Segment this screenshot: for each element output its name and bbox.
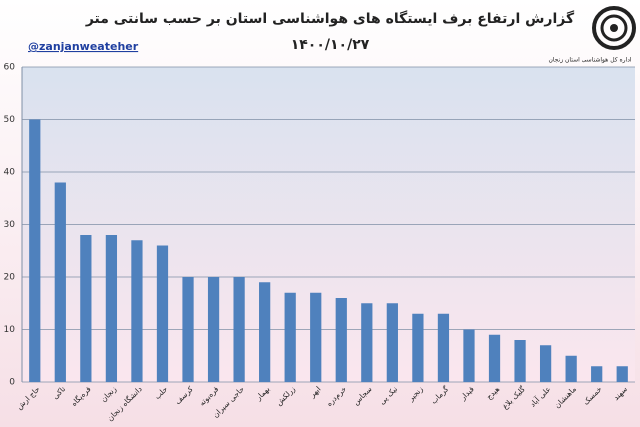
bar	[156, 245, 169, 382]
y-tick-label: 20	[4, 273, 16, 283]
handle: @zanjanweateher	[28, 40, 139, 53]
bar	[29, 119, 41, 382]
y-tick-label: 10	[4, 325, 16, 335]
bar	[310, 292, 322, 382]
bar	[488, 334, 501, 382]
bar	[207, 277, 220, 382]
chart-title: گزارش ارتفاع برف ایستگاه های هواشناسی اس…	[85, 10, 575, 27]
bar	[182, 277, 194, 382]
y-tick-label: 30	[4, 220, 16, 230]
bar	[259, 282, 271, 382]
y-tick-label: 50	[4, 115, 16, 125]
bar	[131, 240, 143, 382]
bar	[463, 329, 475, 382]
bar	[437, 313, 450, 382]
bar	[335, 298, 347, 382]
bar	[616, 366, 628, 382]
bar	[591, 366, 603, 382]
bar	[233, 277, 245, 382]
logo-ring	[600, 14, 628, 42]
bar	[539, 345, 552, 382]
logo-text: اداره کل هواشناسی استان زنجان	[548, 57, 631, 64]
bar	[386, 303, 398, 382]
bar	[514, 340, 526, 382]
bar	[284, 292, 296, 382]
y-tick-label: 60	[4, 63, 16, 73]
logo-ring	[592, 6, 636, 50]
bar	[565, 355, 577, 382]
y-tick-label: 40	[4, 168, 16, 178]
logo-dot	[610, 24, 618, 32]
bar	[54, 182, 66, 382]
y-tick-label: 0	[9, 378, 15, 388]
chart-subtitle: ۱۴۰۰/۱۰/۲۷	[291, 37, 370, 53]
bar	[412, 313, 424, 382]
logo	[592, 6, 636, 50]
bar	[105, 235, 118, 382]
bar	[80, 235, 92, 382]
bar	[361, 303, 373, 382]
